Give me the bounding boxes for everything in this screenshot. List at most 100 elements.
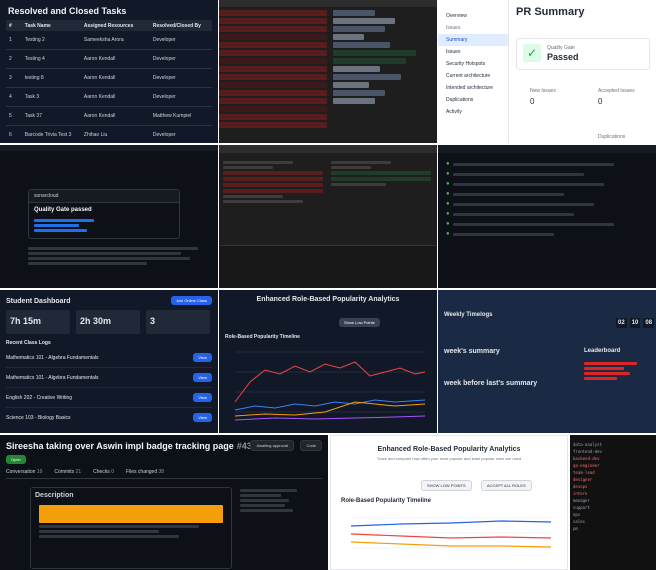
list-item[interactable]: designer [573, 477, 593, 482]
analytics-title: Enhanced Role-Based Popularity Analytics [377, 446, 521, 453]
awaiting-approval-button[interactable]: Awaiting approval [250, 440, 294, 451]
view-button[interactable]: View [193, 393, 212, 402]
tab-conversation[interactable]: Conversation 19 [6, 469, 43, 475]
pr-title-text: Sireesha taking over Aswin impl badge tr… [6, 441, 234, 451]
code-button[interactable]: Code [300, 440, 322, 451]
view-button[interactable]: View [193, 373, 212, 382]
stat-card-1: 7h 15m [6, 310, 70, 334]
class-log-item: Science 103 - Biology Basics View [6, 408, 212, 427]
nav-issues[interactable]: Issues [446, 25, 461, 31]
list-item[interactable]: sales [573, 519, 586, 524]
class-log-title: Mathematics 101 - Algebra Fundamentals [6, 374, 99, 381]
devtools-panel: data-analyst frontend-dev backend-dev qa… [570, 435, 656, 570]
stat-card-2: 2h 30m [76, 310, 140, 334]
list-item[interactable]: manager [573, 498, 590, 503]
list-item[interactable]: pm [573, 526, 578, 531]
col-resolved: Resolved/Closed By [152, 22, 201, 29]
view-button[interactable]: View [193, 413, 212, 422]
pr-number: #4367 [236, 441, 262, 451]
row-resolved: Developer [152, 37, 176, 43]
series-red [234, 361, 426, 403]
github-checks-panel: ● ● ● ● ● ● ● ● [438, 145, 656, 288]
nav-activity[interactable]: Activity [446, 109, 462, 115]
terminal [219, 245, 437, 288]
list-item[interactable]: devops [573, 484, 588, 489]
table-row: 5 Task 37 Aaron Kendall Matthew Kumpiel [6, 107, 212, 126]
resolved-tasks-panel: Resolved and Closed Tasks # Task Name As… [0, 0, 218, 143]
row-assigned: Aaron Kendall [83, 75, 116, 81]
row-task: Testing 2 [24, 37, 45, 43]
list-item[interactable]: qa-engineer [573, 463, 600, 468]
nav-current-architecture[interactable]: Current architecture [446, 73, 491, 79]
comment-heading: Quality Gate passed [34, 207, 92, 213]
description-box: Description [30, 487, 232, 569]
code-diff-panel [219, 0, 437, 143]
row-number: 4 [9, 94, 12, 100]
list-item[interactable]: ops [573, 512, 581, 517]
analytics-title: Enhanced Role-Based Popularity Analytics [256, 296, 400, 303]
timer-display: 02 10 08 [616, 318, 655, 328]
tab-commits[interactable]: Commits 21 [54, 469, 82, 475]
nav-duplications[interactable]: Duplications [446, 97, 474, 103]
nav-issues-2[interactable]: Issues [446, 49, 461, 55]
pr-summary-panel: Overview Issues Summary Issues Security … [438, 0, 656, 143]
stat-value-3: 3 [150, 316, 156, 326]
nav-intended-architecture[interactable]: Intended architecture [446, 85, 493, 91]
join-class-button[interactable]: Join Online Class [170, 296, 212, 305]
row-resolved: Developer [152, 94, 176, 100]
check-icon: ● [446, 171, 450, 177]
timer-hours: 02 [616, 318, 627, 328]
editor-left [223, 159, 323, 205]
duplications-label: Duplications [598, 134, 626, 140]
stat-value-2: 2h 30m [80, 316, 112, 326]
list-item[interactable]: support [573, 505, 590, 510]
student-dashboard-panel: Student Dashboard Join Online Class 7h 1… [0, 290, 218, 433]
row-task: testing 8 [24, 75, 44, 81]
row-task: Task 37 [24, 113, 42, 119]
list-item[interactable]: frontend-dev [573, 449, 602, 454]
list-item[interactable]: intern [573, 491, 588, 496]
accept-roles-button[interactable]: ACCEPT ALL ROLES [481, 480, 532, 491]
table-row: 3 testing 8 Aaron Kendall Developer [6, 69, 212, 88]
list-item[interactable]: backend-dev [573, 456, 600, 461]
tab-files-changed[interactable]: Files changed 38 [125, 469, 165, 475]
stat-card-3: 3 [146, 310, 210, 334]
new-issues-value[interactable]: 0 [530, 97, 535, 106]
timer-minutes: 10 [629, 318, 641, 328]
class-log-item: English 202 - Creative Writing View [6, 388, 212, 408]
table-row: 6 Barcode Trivia Test 3 Zhihao Liu Devel… [6, 126, 212, 143]
series-purple [234, 415, 426, 421]
nav-summary[interactable]: Summary [438, 34, 508, 46]
row-assigned: Aaron Kendall [83, 94, 116, 100]
row-number: 2 [9, 56, 12, 62]
list-item[interactable]: team-lead [573, 470, 595, 475]
check-icon: ● [446, 191, 450, 197]
nav-security-hotspots[interactable]: Security Hotspots [446, 61, 486, 67]
row-resolved: Developer [152, 75, 176, 81]
summary-heading-2: week before last's summary [444, 380, 538, 387]
panel-title: Resolved and Closed Tasks [8, 6, 127, 16]
list-item[interactable]: data-analyst [573, 442, 602, 447]
leaderboard-list [584, 360, 650, 382]
row-number: 1 [9, 37, 12, 43]
tab-checks[interactable]: Checks 0 [93, 469, 114, 475]
comment-author[interactable]: sonarcloud [29, 190, 179, 203]
pr-tabs: Conversation 19 Commits 21 Checks 0 File… [6, 469, 322, 479]
row-task: Task 3 [24, 94, 40, 100]
pr-state-badge: Open [6, 455, 26, 464]
editor-tabbar [219, 0, 437, 7]
chart-title: Role-Based Popularity Timeline [341, 498, 431, 504]
series-orange [350, 541, 552, 548]
view-button[interactable]: View [193, 353, 212, 362]
nav-overview[interactable]: Overview [446, 13, 467, 19]
row-resolved: Matthew Kumpiel [152, 113, 192, 119]
show-low-button[interactable]: SHOW LOW POINTS [421, 480, 472, 491]
editor-right [331, 159, 431, 188]
devtools-list: data-analyst frontend-dev backend-dev qa… [570, 435, 656, 538]
description-label: Description [35, 492, 74, 499]
diff-left-pane [219, 8, 327, 143]
show-low-button[interactable]: Show Low Points [339, 318, 380, 327]
accepted-issues-value[interactable]: 0 [598, 97, 603, 106]
class-log-title: Mathematics 101 - Algebra Fundamentals [6, 354, 99, 361]
analytics-light-panel: Enhanced Role-Based Popularity Analytics… [330, 435, 568, 570]
